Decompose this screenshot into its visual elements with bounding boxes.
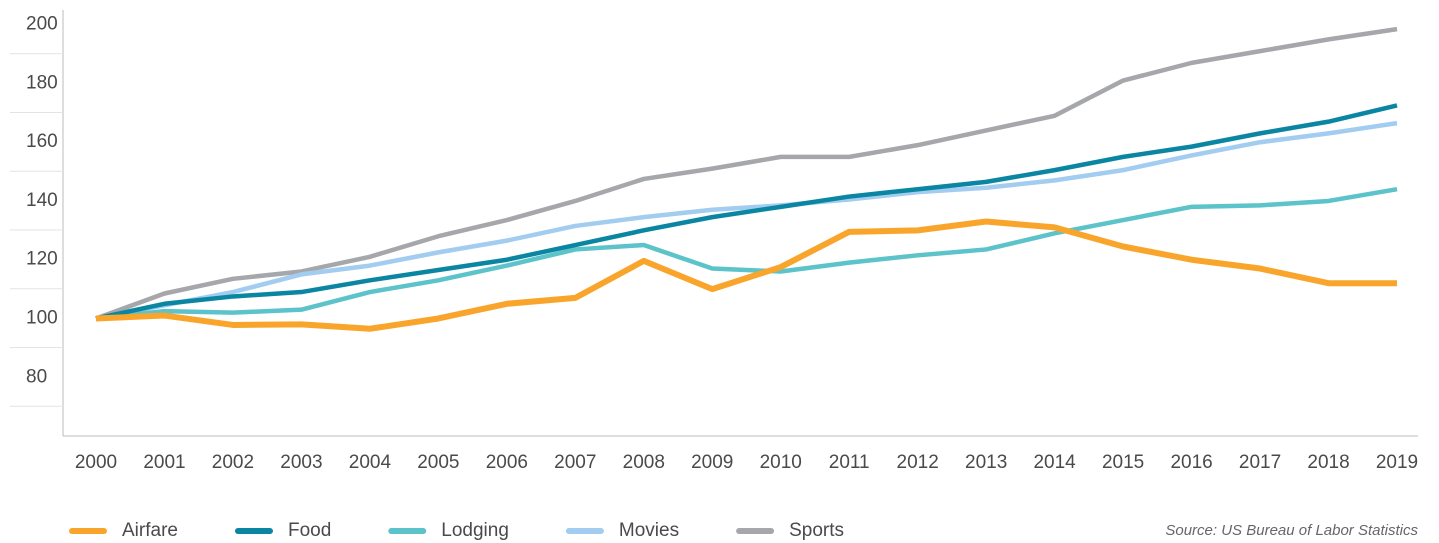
- x-tick-label: 2002: [212, 452, 254, 473]
- source-note: Source: US Bureau of Labor Statistics: [1165, 522, 1418, 539]
- y-tick-label: 180: [26, 72, 58, 93]
- x-tick-label: 2013: [965, 452, 1007, 473]
- x-tick-label: 2018: [1307, 452, 1349, 473]
- series-line: [95, 120, 1398, 321]
- x-tick-label: 2019: [1376, 452, 1418, 473]
- legend-label: Lodging: [441, 520, 509, 541]
- legend-label: Movies: [619, 520, 679, 541]
- x-tick-label: 2003: [280, 452, 322, 473]
- x-tick-label: 2012: [897, 452, 939, 473]
- x-tick-label: 2015: [1102, 452, 1144, 473]
- series-line: [95, 186, 1398, 321]
- y-tick-label: 120: [26, 249, 58, 270]
- x-tick-label: 2007: [554, 452, 596, 473]
- legend-label: Airfare: [122, 520, 178, 541]
- y-tick-label: 160: [26, 131, 58, 152]
- legend-label: Food: [288, 520, 331, 541]
- y-tick-label: 140: [26, 190, 58, 211]
- y-tick-label: 100: [26, 307, 58, 328]
- x-tick-label: 2011: [829, 452, 870, 473]
- x-tick-label: 2006: [486, 452, 528, 473]
- x-tick-label: 2001: [143, 452, 185, 473]
- x-tick-label: 2005: [417, 452, 459, 473]
- x-tick-label: 2010: [760, 452, 802, 473]
- x-tick-label: 2009: [691, 452, 733, 473]
- series-line: [95, 218, 1397, 332]
- x-tick-label: 2016: [1170, 452, 1212, 473]
- y-tick-label: 200: [26, 14, 58, 35]
- y-tick-label: 80: [26, 366, 47, 387]
- x-tick-label: 2017: [1239, 452, 1281, 473]
- series-line: [95, 26, 1398, 321]
- legend-label: Sports: [789, 520, 844, 541]
- x-tick-label: 2014: [1033, 452, 1076, 473]
- x-tick-label: 2008: [623, 452, 665, 473]
- x-tick-label: 2004: [349, 452, 392, 473]
- series-line: [95, 103, 1398, 321]
- x-tick-label: 2000: [75, 452, 117, 473]
